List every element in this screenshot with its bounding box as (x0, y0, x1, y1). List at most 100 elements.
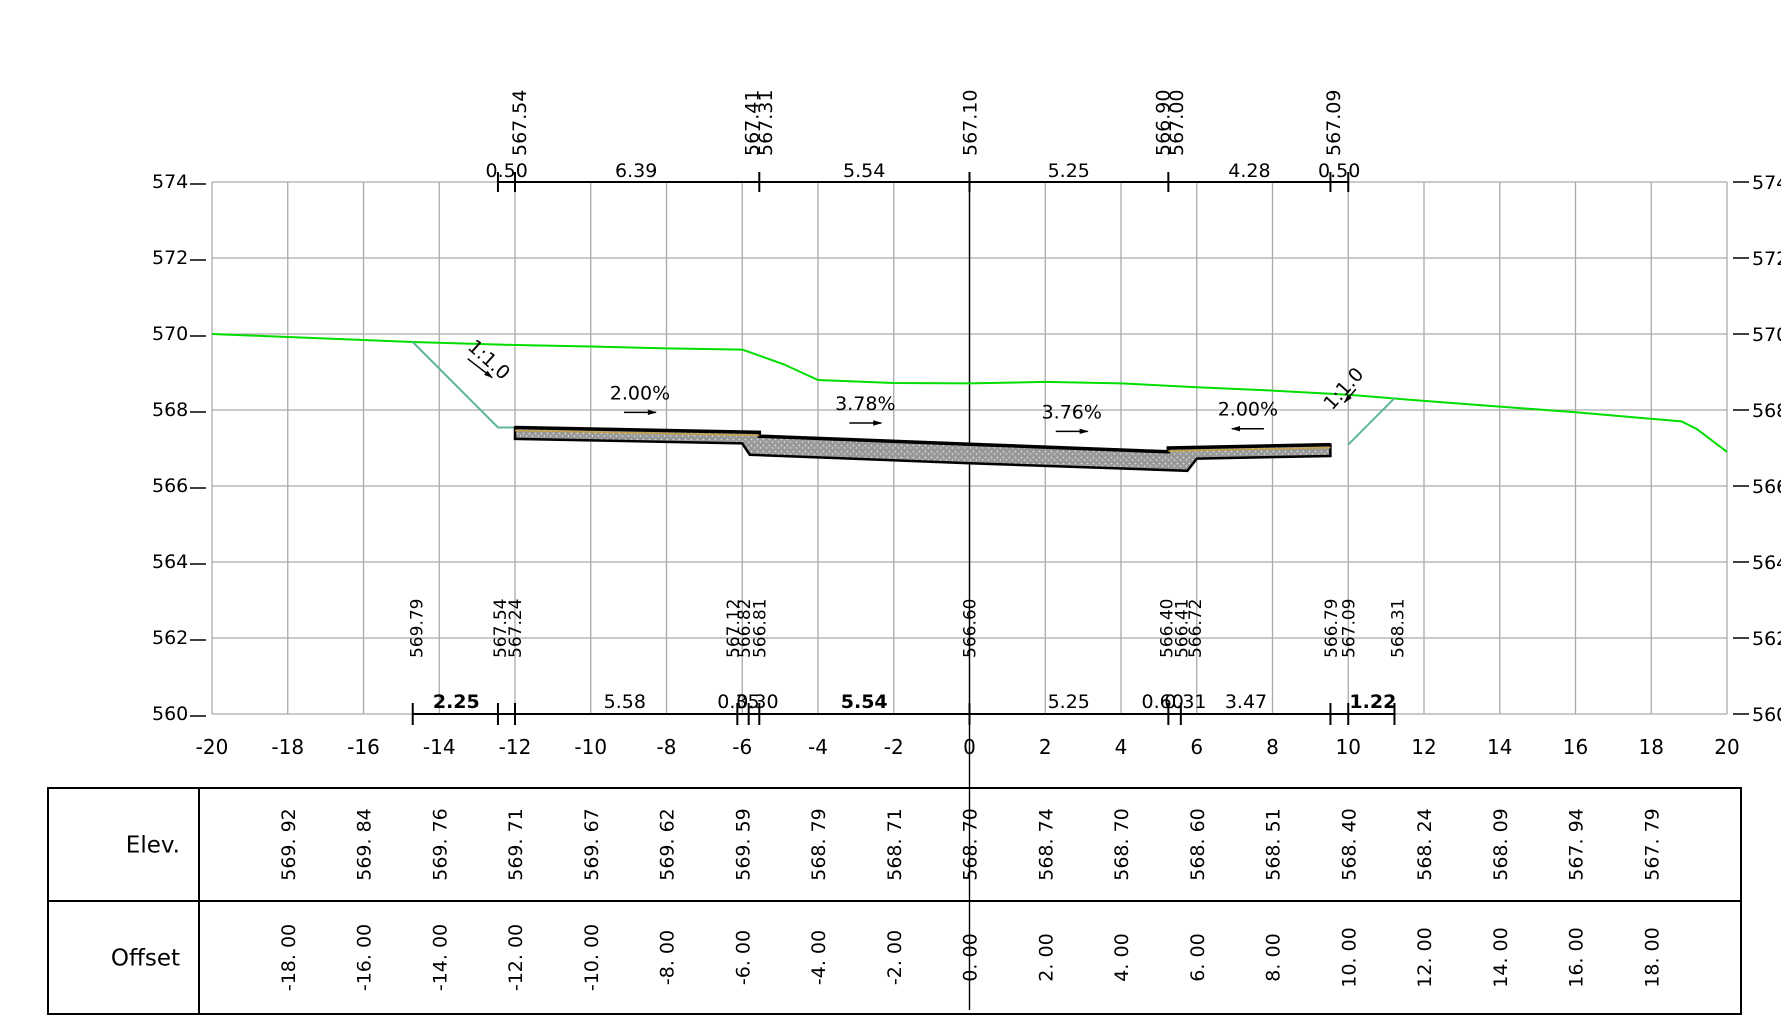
top-dimension-label: 0.50 (1318, 160, 1360, 182)
bottom-elevation-label: 569.79 (408, 599, 428, 658)
cross-slope-label: 2.00% (1218, 399, 1278, 421)
table-cell: 568. 74 (1035, 808, 1057, 881)
bottom-elevation-label: 567.24 (506, 599, 526, 658)
bottom-dimension-label: 5.25 (1048, 691, 1090, 713)
table-cell: 12. 00 (1414, 927, 1436, 987)
y-tick-label-left: 568 (152, 399, 188, 421)
top-dimension-label: 5.25 (1048, 160, 1090, 182)
table-cell: -8. 00 (657, 930, 679, 985)
x-tick-label: 10 (1336, 735, 1361, 759)
bottom-dimension-label: 3.47 (1225, 691, 1267, 713)
top-elevation-label: 567.09 (1323, 90, 1345, 156)
side-slope-arrow (1343, 388, 1357, 404)
table-cell: 568. 71 (884, 808, 906, 881)
table-cell: 569. 84 (354, 808, 376, 881)
bottom-dimension-label: 5.54 (841, 691, 888, 713)
y-tick-label-right: 564 (1752, 552, 1781, 574)
x-tick-label: 20 (1714, 735, 1739, 759)
table-cell: -10. 00 (581, 924, 603, 991)
bottom-elevation-label: 566.72 (1186, 599, 1206, 658)
pavement-top-line (514, 425, 1331, 454)
x-tick-label: -4 (808, 735, 828, 759)
table-cell: 567. 79 (1641, 808, 1663, 881)
table-cell: 568. 70 (960, 808, 982, 881)
y-tick-label-right: 562 (1752, 628, 1781, 650)
x-tick-label: 16 (1563, 735, 1588, 759)
table-cell: 10. 00 (1338, 927, 1360, 987)
table-cell: 568. 24 (1414, 808, 1436, 881)
x-tick-label: 18 (1639, 735, 1664, 759)
bottom-dimension-label: 2.25 (433, 691, 480, 713)
x-tick-label: 14 (1487, 735, 1512, 759)
y-tick-label-left: 560 (152, 703, 188, 725)
y-tick-label-right: 570 (1752, 324, 1781, 346)
bottom-elevation-label: 566.82 (735, 599, 755, 658)
table-row-label: Offset (111, 946, 180, 972)
y-tick-label-right: 566 (1752, 476, 1781, 498)
table-cell: 568. 09 (1490, 808, 1512, 881)
x-tick-label: 8 (1266, 735, 1279, 759)
bottom-dimension-label: 1.22 (1349, 691, 1396, 713)
bottom-elevation-label: 567.12 (724, 599, 744, 658)
table-cell: -4. 00 (808, 930, 830, 985)
y-tick-label-left: 572 (152, 247, 188, 269)
table-cell: 569. 71 (505, 808, 527, 881)
axes: 560 560 562 562 564 564 566 566 568 568 570 570 572 5… (152, 171, 1781, 1010)
bottom-elevation-label: 568.31 (1388, 599, 1408, 658)
y-tick-label-right: 572 (1752, 248, 1781, 270)
x-tick-label: 4 (1115, 735, 1128, 759)
table-cell: 6. 00 (1187, 933, 1209, 981)
bottom-elevation-label: 566.60 (961, 599, 981, 658)
side-slope-line (1347, 397, 1396, 446)
x-tick-label: 0 (963, 735, 976, 759)
top-dimension-label: 4.28 (1228, 160, 1270, 182)
top-elevation-label: 567.31 (755, 90, 777, 156)
side-slope-label: 1:1.0 (463, 335, 514, 384)
pavement (513, 425, 1332, 473)
existing-ground (211, 333, 1728, 453)
bottom-elevation-label: 566.79 (1322, 599, 1342, 658)
table-cell: 568. 70 (1111, 808, 1133, 881)
x-tick-label: -16 (347, 735, 380, 759)
table-cell: -6. 00 (732, 930, 754, 985)
x-tick-label: -2 (884, 735, 904, 759)
bottom-dimension-label: 0.31 (1164, 691, 1206, 713)
top-elevation-label: 567.10 (960, 90, 982, 156)
table-cell: 567. 94 (1566, 808, 1588, 881)
x-tick-label: -12 (499, 735, 532, 759)
x-tick-label: -8 (657, 735, 677, 759)
x-tick-label: 6 (1190, 735, 1203, 759)
side-slope-line (411, 341, 515, 429)
y-tick-label-left: 564 (152, 551, 188, 573)
y-tick-label-right: 574 (1752, 172, 1781, 194)
table-cell: -14. 00 (429, 924, 451, 991)
table-cell: -2. 00 (884, 930, 906, 985)
x-tick-label: -14 (423, 735, 456, 759)
table-cell: 14. 00 (1490, 927, 1512, 987)
table-cell: 8. 00 (1263, 933, 1285, 981)
y-tick-label-right: 560 (1752, 704, 1781, 726)
x-tick-label: 2 (1039, 735, 1052, 759)
table-cell: 2. 00 (1035, 933, 1057, 981)
table-cell: 18. 00 (1641, 927, 1663, 987)
table-cell: 569. 67 (581, 808, 603, 881)
table-cell: 568. 60 (1187, 808, 1209, 881)
table-cell: 569. 92 (278, 808, 300, 881)
table-row-label: Elev. (126, 833, 180, 859)
top-dimension-label: 6.39 (615, 160, 657, 182)
top-elevation-label: 566.90 (1153, 90, 1175, 156)
bottom-elevation-label: 566.40 (1157, 599, 1177, 658)
table-cell: 568. 79 (808, 808, 830, 881)
table-cell: 4. 00 (1111, 933, 1133, 981)
x-tick-label: 12 (1411, 735, 1436, 759)
bottom-dimension-label: 0.30 (736, 691, 778, 713)
y-tick-label-left: 574 (152, 171, 188, 193)
x-tick-label: -18 (271, 735, 304, 759)
bottom-dimension-label: 0.35 (717, 691, 759, 713)
table-cell: 568. 40 (1338, 808, 1360, 881)
table-cell: 569. 76 (429, 808, 451, 881)
table-cell: -16. 00 (354, 924, 376, 991)
table-cell: 569. 59 (732, 808, 754, 881)
bottom-elevation-label: 567.54 (491, 599, 511, 658)
bottom-elevation-label: 566.81 (750, 599, 770, 658)
